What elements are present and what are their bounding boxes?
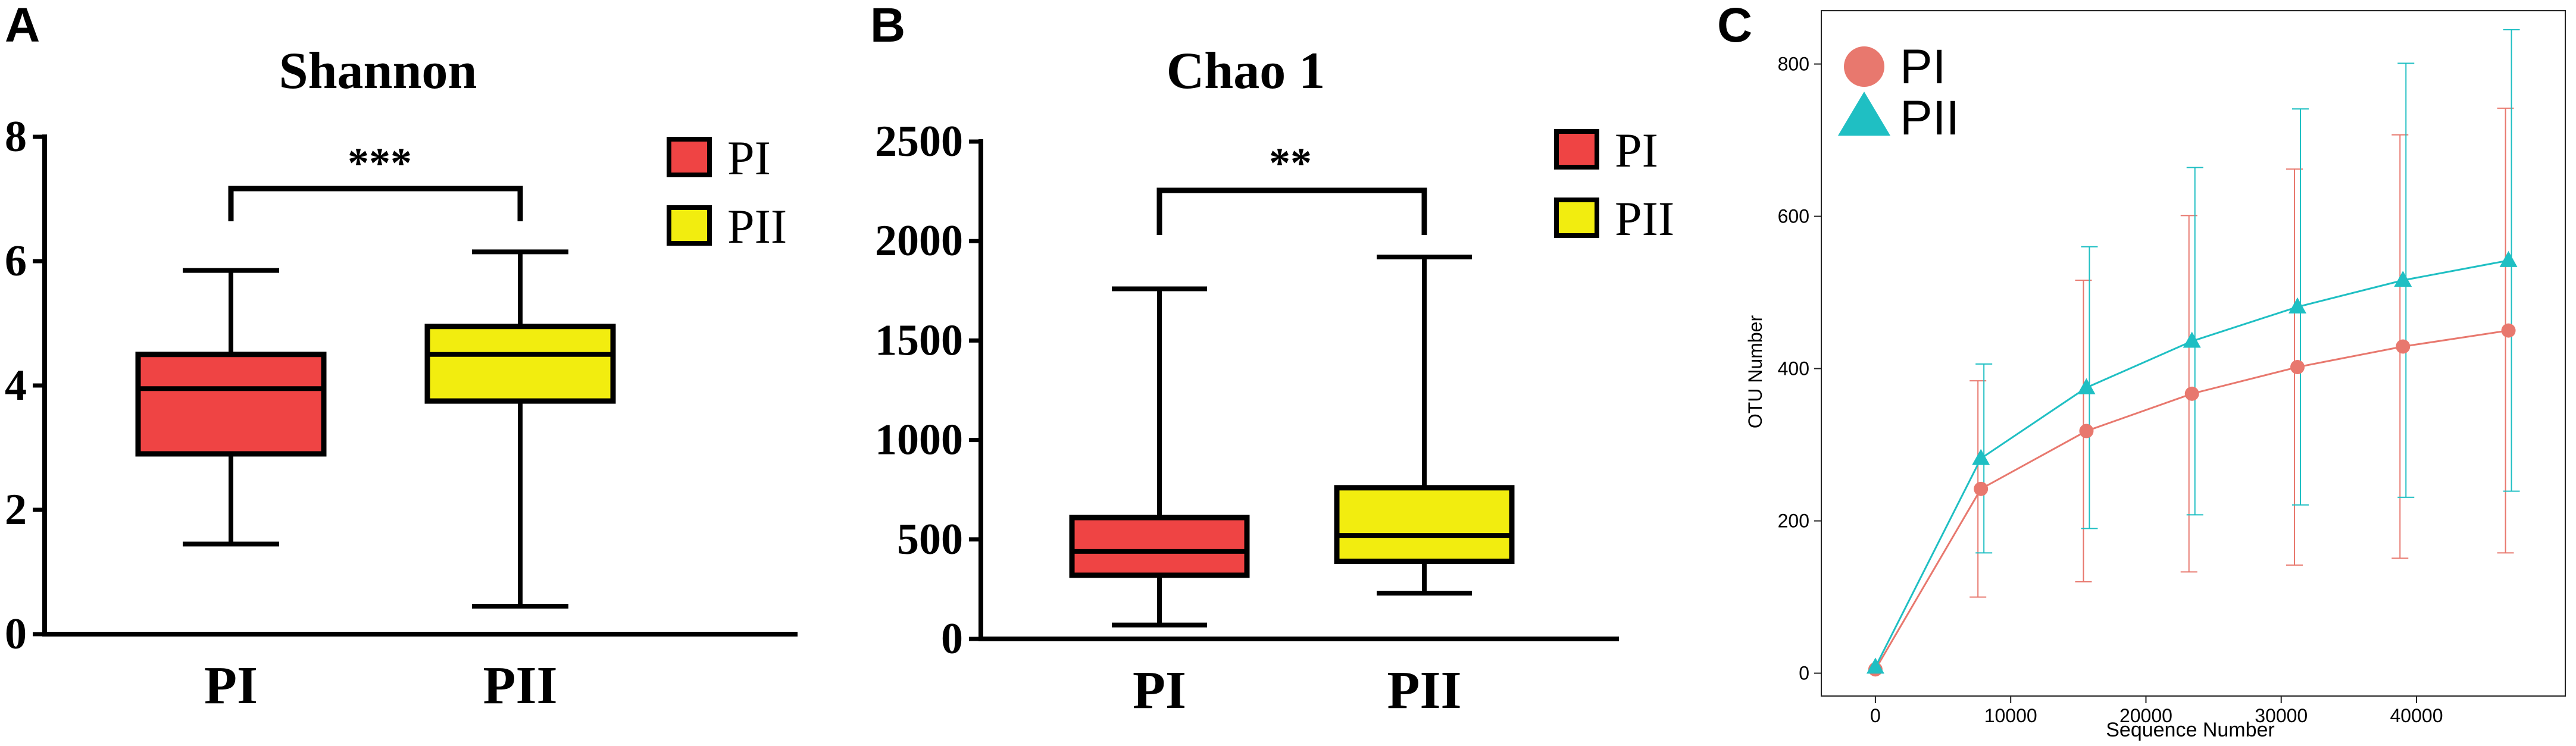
legend-label: PII [1615, 192, 1674, 246]
y-tick-label: 0 [1799, 663, 1809, 684]
box-iqr [424, 324, 616, 404]
data-point [2077, 378, 2096, 394]
y-tick-label: 0 [5, 610, 27, 659]
panel-letter-a: A [5, 0, 40, 52]
chart-title-shannon: Shannon [279, 42, 477, 100]
panel-b: B Chao 1 0 500 1000 1500 2000 2500 PI PII ** P… [870, 0, 1674, 720]
legend-item-pii: PII [1554, 192, 1674, 246]
legend-label: PII [727, 199, 787, 253]
x-tick-label: 0 [1870, 705, 1881, 726]
y-tick-label: 6 [5, 237, 27, 286]
legend-swatch [667, 137, 712, 177]
significance-bracket-b [1156, 187, 1427, 235]
data-point [2501, 323, 2516, 338]
legend-item-pi: PI [1844, 40, 1946, 94]
rarefaction-plot: 0 200 400 600 800 0 10000 20000 30000 40000 [1778, 10, 2566, 726]
bracket-line [1156, 187, 1427, 235]
y-tick-label: 4 [5, 361, 27, 410]
legend-label: PI [1615, 123, 1658, 177]
legend-item-pi: PI [667, 131, 771, 185]
y-tick-label: 0 [941, 615, 963, 663]
x-category-label: PI [204, 656, 258, 715]
data-point [2290, 360, 2305, 375]
legend-marker-circle [1844, 46, 1884, 87]
box-pi: PI [135, 268, 327, 715]
significance-bracket-a [228, 186, 523, 221]
legend-b: PI PII [1554, 123, 1674, 246]
y-tick-label: 1500 [875, 316, 963, 365]
x-tick-label: 10000 [1984, 705, 2037, 726]
boxes-a: PI PII [135, 249, 616, 715]
x-category-label: PII [1387, 661, 1461, 720]
legend-label: PII [1900, 91, 1959, 145]
legend-swatch [1554, 198, 1599, 238]
x-tick-label: 40000 [2390, 705, 2443, 726]
box-iqr [1069, 515, 1250, 578]
data-point [1866, 657, 1884, 674]
y-tick-label: 500 [897, 515, 963, 564]
legend-item-pi: PI [1554, 123, 1658, 177]
y-tick-label: 2000 [875, 217, 963, 265]
data-point [2499, 250, 2518, 267]
x-category-label: PII [483, 656, 557, 715]
y-tick-label: 600 [1778, 206, 1809, 227]
y-axis-label-c: OTU Number [1745, 315, 1766, 429]
legend-label: PI [1900, 40, 1946, 94]
data-point [2289, 297, 2306, 314]
data-point [2183, 331, 2201, 348]
legend-swatch [1554, 129, 1599, 170]
y-tick-label: 200 [1778, 510, 1809, 532]
y-axis-a: 0 2 4 6 8 [5, 112, 798, 659]
x-tick-label: 20000 [2119, 705, 2172, 726]
y-tick-label: 2500 [875, 117, 963, 166]
y-tick-label: 800 [1778, 54, 1809, 75]
panel-letter-c: C [1717, 0, 1752, 52]
legend-item-pii: PII [1838, 91, 1959, 145]
data-point [2079, 424, 2094, 438]
legend-swatch [667, 205, 712, 246]
box-iqr [135, 352, 327, 457]
series-line [1874, 259, 2509, 668]
series-line-pi [1868, 323, 2516, 677]
legend-label: PI [727, 131, 771, 185]
significance-label-a: *** [348, 139, 412, 187]
x-tick-label: 30000 [2255, 705, 2308, 726]
legend-marker-triangle [1838, 92, 1890, 136]
data-point [2394, 271, 2412, 287]
panel-a: A Shannon 0 2 4 6 8 PI PII *** PI PII [5, 0, 798, 715]
box-pii: PII [1334, 254, 1515, 720]
significance-label-b: ** [1269, 139, 1312, 187]
legend-item-pii: PII [667, 199, 787, 253]
series-pii [1975, 29, 2520, 554]
data-point [1972, 449, 1990, 465]
series-pi [1969, 107, 2514, 598]
y-tick-label: 1000 [875, 416, 963, 465]
y-tick-label: 2 [5, 485, 27, 534]
plot-frame [1821, 10, 2566, 697]
box-pi: PI [1069, 286, 1250, 720]
bracket-line [228, 186, 523, 221]
data-point [2396, 339, 2411, 354]
y-axis-b: 0 500 1000 1500 2000 2500 [875, 117, 1619, 663]
y-tick-label: 8 [5, 112, 27, 161]
box-pii: PII [424, 249, 616, 715]
legend-a: PI PII [667, 131, 787, 253]
chart-title-chao1: Chao 1 [1167, 42, 1325, 100]
x-axis-label-c: Sequence Number [2106, 719, 2275, 741]
series-line-pii [1866, 250, 2518, 674]
data-point [1974, 481, 1989, 496]
data-point [2184, 386, 2199, 401]
boxes-b: PI PII [1069, 254, 1515, 720]
y-tick-label: 400 [1778, 358, 1809, 380]
panel-c: C 0 200 400 600 800 0 10000 20000 30000 40000 Seq… [1717, 0, 2566, 741]
box-iqr [1334, 485, 1515, 565]
panel-letter-b: B [870, 0, 905, 52]
x-category-label: PI [1133, 661, 1186, 720]
